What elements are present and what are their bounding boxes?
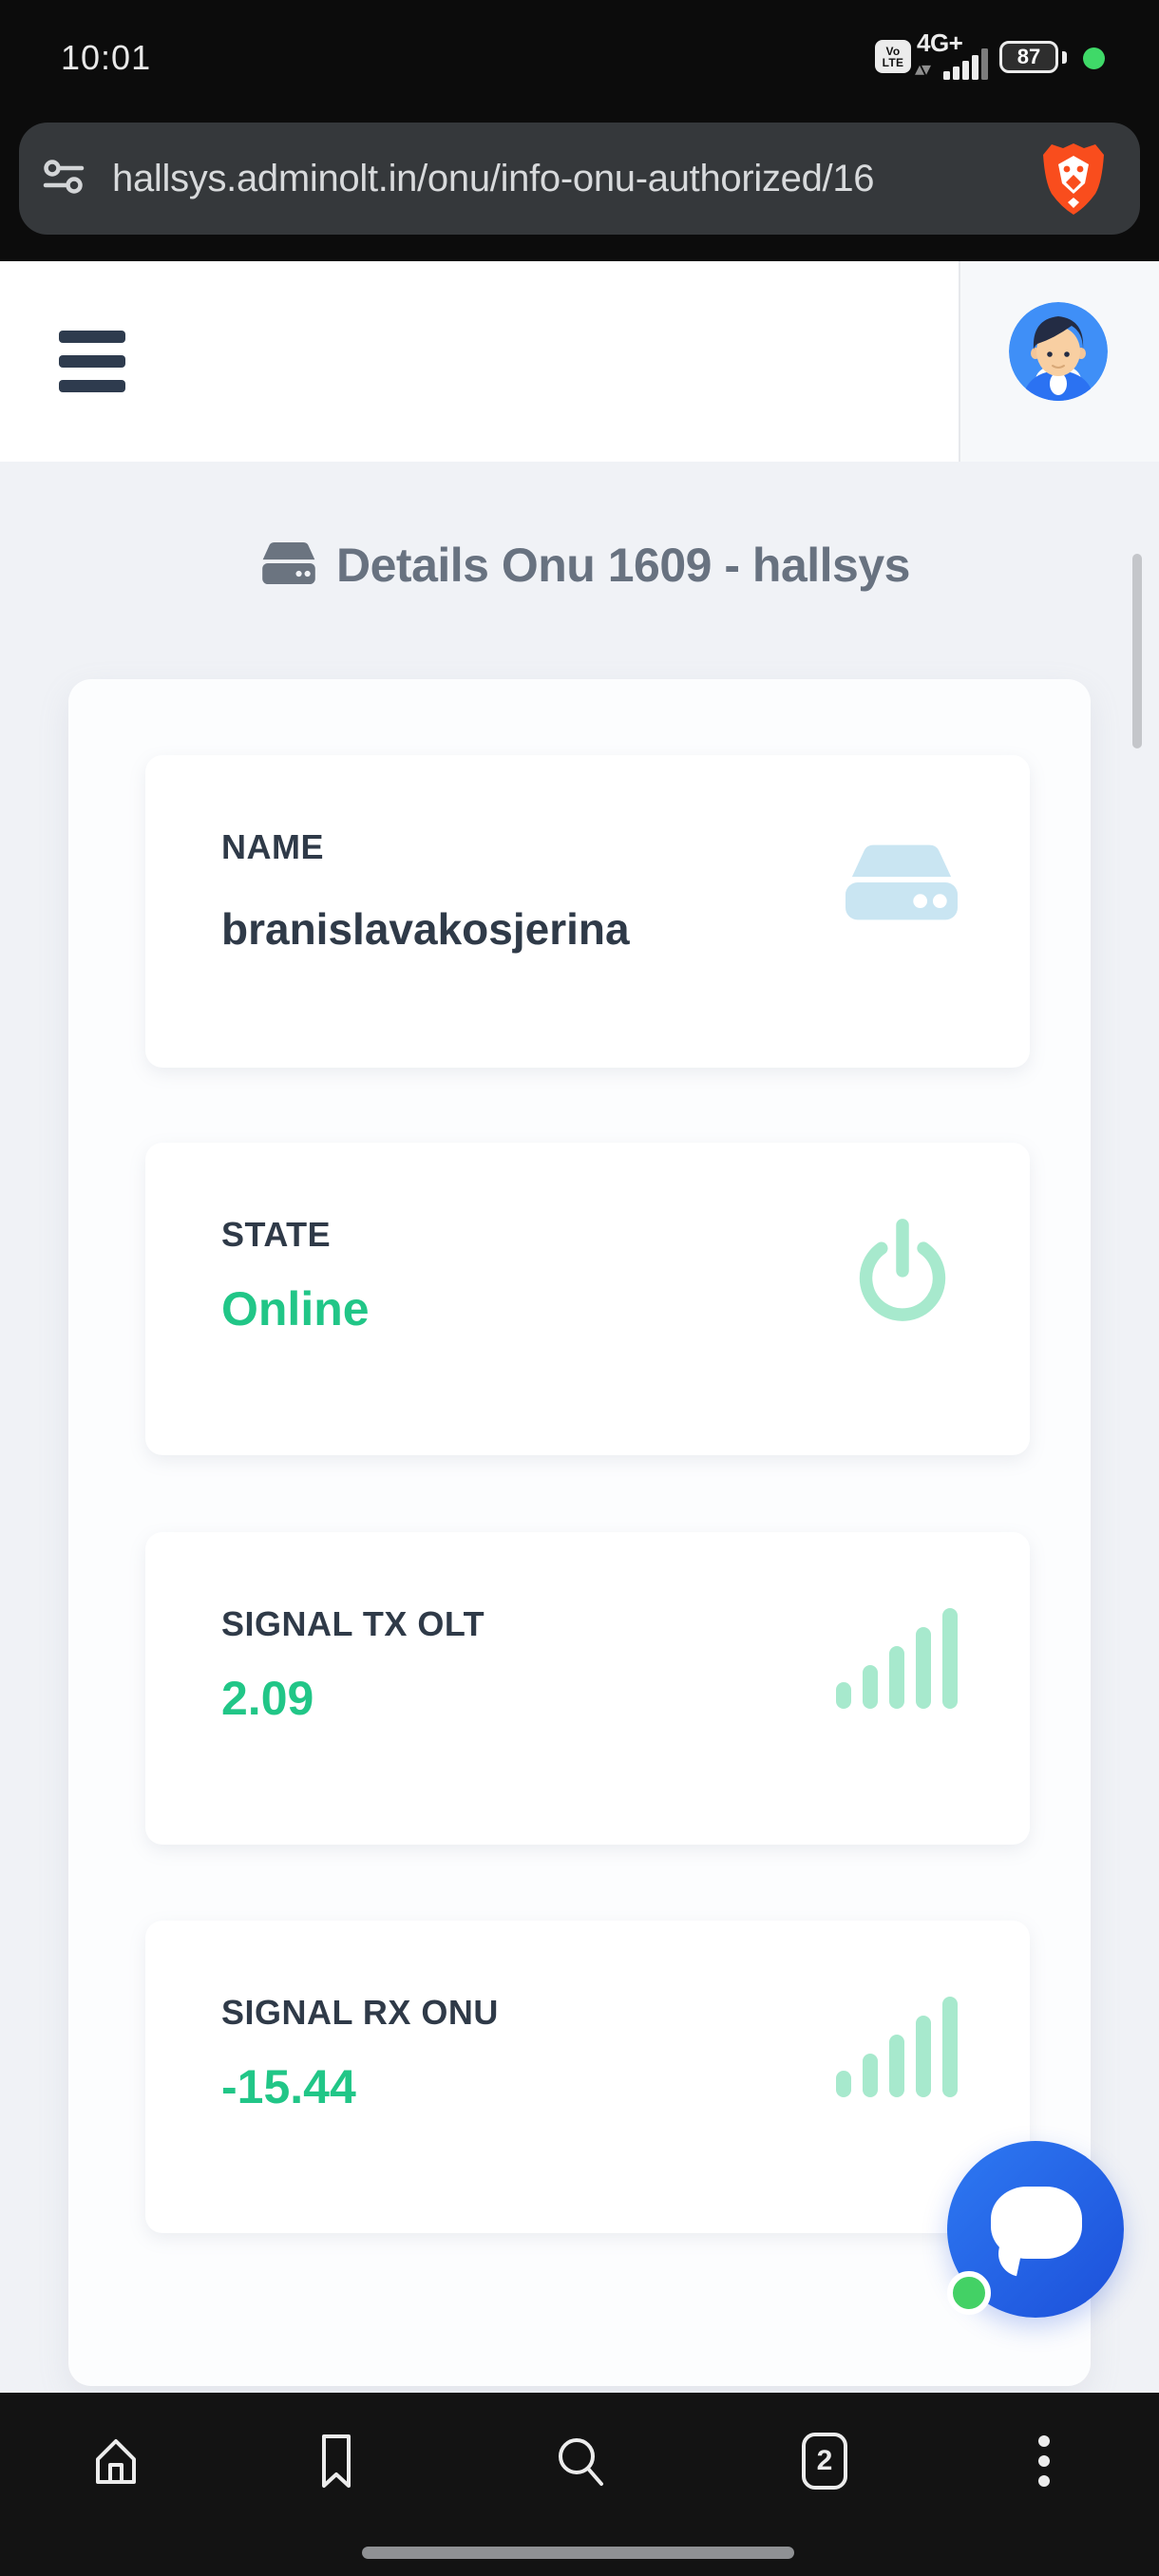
name-card: NAME branislavakosjerina [145,755,1030,1068]
signal-bars-icon [836,1997,958,2102]
home-button[interactable] [86,2431,146,2491]
signal-rx-onu-card: SIGNAL RX ONU -15.44 [145,1921,1030,2233]
card-value: 2.09 [221,1672,314,1725]
battery-nub [1062,51,1067,64]
signal-tx-olt-card: SIGNAL TX OLT 2.09 [145,1532,1030,1845]
volte-line1: Vo [885,44,901,58]
card-label: SIGNAL TX OLT [221,1604,485,1643]
site-header [0,261,1159,462]
chat-bubble-icon [991,2187,1082,2259]
avatar[interactable] [1009,302,1108,401]
card-label: STATE [221,1215,332,1254]
bookmarks-button[interactable] [306,2431,367,2491]
card-value: branislavakosjerina [221,904,630,954]
tune-icon[interactable] [42,155,86,203]
menu-button[interactable] [59,331,125,405]
volte-icon: Vo LTE [875,40,911,73]
online-status-dot [947,2271,991,2315]
search-button[interactable] [550,2431,611,2491]
battery-percent: 87 [1016,45,1041,68]
card-value: -15.44 [221,2060,356,2113]
url-bar[interactable]: hallsys.adminolt.in/onu/info-onu-authori… [19,123,1140,235]
page-title-row: Details Onu 1609 - hallsys [0,538,1159,593]
details-panel: NAME branislavakosjerina STATE Online [68,679,1091,2386]
chat-button[interactable] [947,2141,1124,2318]
power-icon [855,1217,950,1326]
card-value: Online [221,1282,370,1335]
camera-active-dot [1083,47,1105,69]
battery-icon: 87 [999,41,1058,73]
scrollbar-thumb[interactable] [1132,554,1142,748]
status-bar: 10:01 Vo LTE 4G+ ▴▾ 87 [0,0,1159,99]
network-type-label: 4G+ [917,28,963,57]
card-label: NAME [221,827,324,866]
clock: 10:01 [61,38,152,77]
home-indicator[interactable] [362,2547,794,2559]
hdd-icon [846,844,958,925]
state-card: STATE Online [145,1143,1030,1455]
brave-shield-icon[interactable] [1041,141,1106,217]
url-text[interactable]: hallsys.adminolt.in/onu/info-onu-authori… [112,157,875,199]
page-title: Details Onu 1609 - hallsys [336,539,910,592]
tab-count: 2 [816,2445,833,2476]
network-indicator: 4G+ ▴▾ [915,28,993,82]
server-icon [258,541,319,590]
tab-counter: 2 [802,2433,847,2490]
tab-switcher-button[interactable]: 2 [794,2431,855,2491]
chat-bubble-tail [994,2246,1022,2277]
data-activity-icon: ▴▾ [915,59,931,80]
signal-bars-icon [836,1608,958,1714]
page-content: Details Onu 1609 - hallsys NAME branisla… [0,462,1159,2393]
card-label: SIGNAL RX ONU [221,1993,499,2032]
browser-bottom-nav: 2 [0,2393,1159,2576]
signal-strength-icon [943,48,988,80]
more-menu-button[interactable] [1014,2431,1074,2491]
browser-toolbar: hallsys.adminolt.in/onu/info-onu-authori… [0,99,1159,261]
volte-line2: LTE [882,55,904,69]
